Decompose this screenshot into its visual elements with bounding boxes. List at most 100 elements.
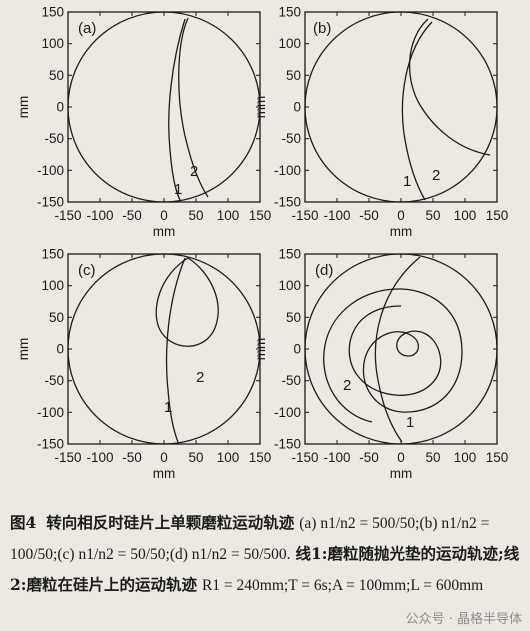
y-tick-labels: 150 100 50 0 -50 -100 -150: [274, 247, 301, 452]
y-tick-marks: [305, 285, 497, 413]
y-axis-unit: mm: [253, 96, 268, 119]
svg-text:100: 100: [217, 208, 240, 223]
caption-legend: 线1:磨粒随抛光垫的运动轨迹;线2:磨粒在硅片上的运动轨迹: [10, 544, 520, 594]
svg-text:50: 50: [286, 68, 301, 83]
svg-text:100: 100: [41, 36, 64, 51]
curve-label-2: 2: [190, 163, 198, 180]
y-axis-unit: mm: [253, 338, 268, 361]
trajectory-line-1: [374, 256, 421, 443]
svg-text:50: 50: [49, 68, 64, 83]
trajectory-line-2: [323, 288, 463, 423]
svg-text:0: 0: [160, 450, 168, 465]
svg-text:0: 0: [293, 342, 301, 357]
y-tick-labels: 150 100 50 0 -50 -100 -150: [274, 5, 301, 210]
x-tick-labels: -150 -100 -50 0 50 100 150: [291, 450, 508, 465]
svg-text:100: 100: [278, 36, 301, 51]
y-tick-marks: [68, 43, 260, 171]
caption-parts: (a) n1/n2 = 500/50;(b) n1/n2 = 100/50;(c…: [10, 515, 490, 563]
trajectory-line-2: [178, 17, 209, 198]
panel-a: (a) 1 2 150 100 50 0 -50 -100 -150 -150 -100 -50…: [16, 5, 271, 240]
panel-label: (b): [313, 20, 331, 37]
wafer-outline: [304, 11, 498, 203]
y-tick-labels: 150 100 50 0 -50 -100 -150: [37, 247, 64, 452]
x-tick-marks: [99, 12, 229, 202]
y-tick-marks: [68, 285, 260, 413]
x-axis-unit: mm: [390, 466, 413, 481]
x-tick-labels: -150 -100 -50 0 50 100 150: [54, 450, 271, 465]
svg-text:-100: -100: [323, 208, 350, 223]
x-tick-marks: [336, 254, 466, 444]
svg-text:150: 150: [278, 5, 301, 20]
curve-label-1: 1: [406, 414, 414, 431]
svg-text:50: 50: [188, 208, 203, 223]
watermark: 公众号 · 晶格半导体: [405, 612, 522, 627]
svg-text:-100: -100: [37, 163, 64, 178]
x-tick-labels: -150 -100 -50 0 50 100 150: [54, 208, 271, 223]
trajectory-line-1: [401, 21, 433, 201]
panel-b: (b) 1 2 150 100 50 0 -50 -100 -150 -150 -100 -50…: [253, 5, 508, 240]
svg-text:100: 100: [278, 278, 301, 293]
svg-text:50: 50: [425, 208, 440, 223]
x-axis-unit: mm: [153, 466, 176, 481]
trajectory-line-2: [408, 18, 491, 156]
curve-label-1: 1: [174, 181, 182, 198]
svg-text:-50: -50: [281, 131, 301, 146]
svg-text:-150: -150: [37, 437, 64, 452]
svg-text:100: 100: [217, 450, 240, 465]
svg-text:0: 0: [56, 342, 64, 357]
svg-text:-150: -150: [37, 195, 64, 210]
curve-label-1: 1: [164, 399, 172, 416]
svg-text:-50: -50: [359, 208, 379, 223]
svg-text:0: 0: [293, 100, 301, 115]
svg-text:100: 100: [41, 278, 64, 293]
svg-text:-150: -150: [274, 437, 301, 452]
svg-text:-50: -50: [122, 208, 142, 223]
svg-text:100: 100: [454, 450, 477, 465]
svg-text:-150: -150: [291, 208, 318, 223]
trajectory-line-1: [165, 257, 186, 443]
x-tick-labels: -150 -100 -50 0 50 100 150: [291, 208, 508, 223]
curve-label-2: 2: [343, 377, 351, 394]
trajectory-line-2: [155, 257, 219, 347]
svg-text:50: 50: [49, 310, 64, 325]
svg-text:150: 150: [486, 450, 509, 465]
svg-text:-50: -50: [44, 131, 64, 146]
svg-text:-100: -100: [323, 450, 350, 465]
plot-frame: [67, 11, 261, 203]
y-tick-marks: [305, 43, 497, 171]
svg-text:150: 150: [486, 208, 509, 223]
svg-text:150: 150: [41, 5, 64, 20]
plot-frame: [304, 11, 498, 203]
svg-text:50: 50: [425, 450, 440, 465]
panel-label: (a): [78, 20, 96, 37]
svg-text:0: 0: [397, 208, 405, 223]
figure-caption: 图4 转向相反时硅片上单颗磨粒运动轨迹 (a) n1/n2 = 500/50;(b…: [10, 508, 526, 601]
figure-number: 图4: [10, 513, 37, 532]
wafer-outline: [67, 253, 261, 445]
svg-text:-100: -100: [274, 405, 301, 420]
svg-text:-150: -150: [54, 450, 81, 465]
svg-text:-50: -50: [44, 373, 64, 388]
svg-text:-50: -50: [281, 373, 301, 388]
plot-frame: [304, 253, 498, 445]
svg-text:150: 150: [278, 247, 301, 262]
curve-label-1: 1: [403, 173, 411, 190]
svg-text:0: 0: [56, 100, 64, 115]
svg-text:-50: -50: [359, 450, 379, 465]
curve-label-2: 2: [196, 369, 204, 386]
svg-text:-100: -100: [86, 208, 113, 223]
svg-text:150: 150: [249, 208, 272, 223]
wafer-outline: [67, 11, 261, 203]
x-tick-marks: [336, 12, 466, 202]
svg-text:0: 0: [397, 450, 405, 465]
svg-text:150: 150: [41, 247, 64, 262]
svg-text:-50: -50: [122, 450, 142, 465]
svg-text:150: 150: [249, 450, 272, 465]
panel-label: (d): [315, 262, 333, 279]
wafer-outline: [304, 253, 498, 445]
y-tick-labels: 150 100 50 0 -50 -100 -150: [37, 5, 64, 210]
panel-d: (d) 1 2 150 100 50 0 -50 -100 -150 -150 -100 -50…: [253, 247, 508, 482]
y-axis-unit: mm: [16, 338, 31, 361]
svg-text:-150: -150: [274, 195, 301, 210]
